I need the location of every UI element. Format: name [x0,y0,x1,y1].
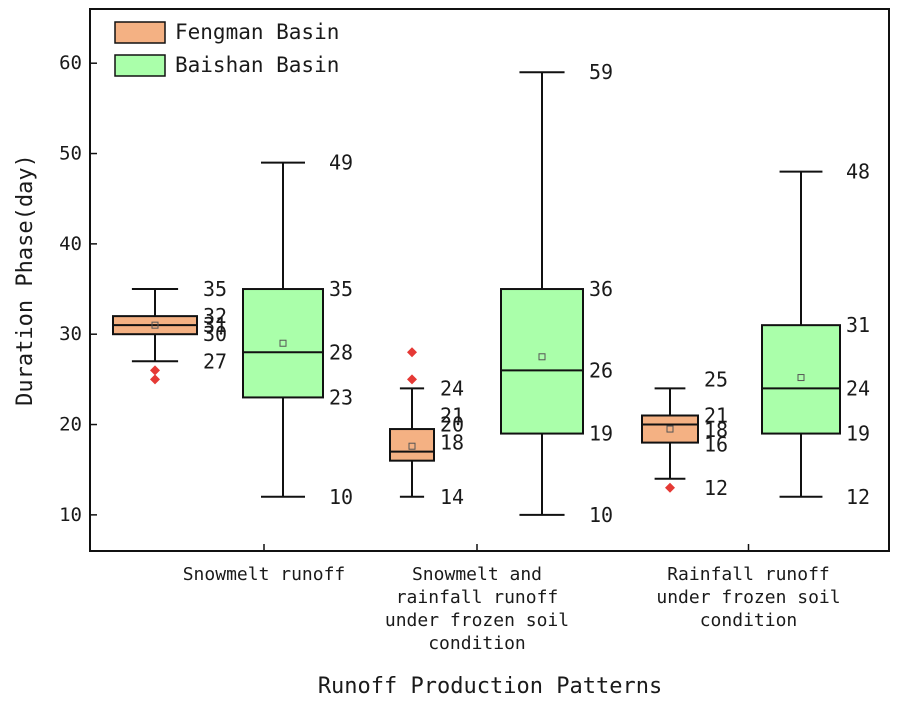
value-label: 59 [589,60,613,84]
value-label: 18 [440,431,464,455]
value-label: 48 [846,160,870,184]
x-category-label: under frozen soil [656,587,840,608]
box-iqr [389,428,435,462]
value-label: 24 [846,376,870,400]
x-category-label: rainfall runoff [396,587,559,608]
value-label: 25 [704,367,728,391]
value-label: 28 [329,340,353,364]
value-label: 21 [704,404,728,428]
value-label: 32 [203,304,227,328]
mean-marker [666,425,674,433]
value-label: 16 [704,432,728,456]
legend-swatch [114,54,166,77]
box-iqr [242,288,324,399]
legend: Fengman Basin Baishan Basin [114,20,339,77]
value-label: 14 [440,485,464,509]
mean-marker [279,339,287,347]
box-iqr [641,414,699,444]
value-label: 19 [846,422,870,446]
value-label: 20 [440,413,464,437]
plot-area: 10 20 30 40 50 60 Snowmelt runoff Snowmelt andr… [59,8,890,654]
x-category-label: Rainfall runoff [667,564,830,585]
value-label: 12 [704,476,728,500]
x-category-label: under frozen soil [385,610,569,631]
box-group: 48 31 24 19 12 [761,160,870,509]
value-label: 36 [589,277,613,301]
outlier-point [407,347,417,358]
value-label: 10 [589,503,613,527]
value-label: 21 [440,404,464,428]
y-tick-label: 40 [59,233,82,255]
outlier-point [150,374,160,385]
value-label: 23 [329,385,353,409]
x-category-label: condition [700,610,798,631]
y-axis-title: Duration Phase(day) [13,154,38,406]
value-label: 10 [329,485,353,509]
legend-swatch [114,21,166,44]
x-category-label: condition [428,633,526,654]
value-label: 12 [846,485,870,509]
x-category-label: Snowmelt runoff [183,564,346,585]
x-axis-title: Runoff Production Patterns [318,674,662,699]
value-label: 30 [203,322,227,346]
y-tick-label: 60 [59,52,82,74]
x-category-label: Snowmelt and [412,564,542,585]
y-tick-label: 20 [59,414,82,436]
mean-marker [797,374,805,382]
y-tick-label: 30 [59,323,82,345]
value-label: 31 [846,313,870,337]
mean-marker [151,321,159,329]
outlier-point [150,365,160,376]
value-label: 27 [203,349,227,373]
outlier-point [665,482,675,493]
mean-marker [538,353,546,361]
legend-label: Baishan Basin [175,53,339,77]
outlier-point [407,374,417,385]
plot-frame [89,8,890,552]
y-tick-label: 10 [59,504,82,526]
value-label: 24 [440,376,464,400]
value-label: 31 [203,313,227,337]
value-label: 19 [589,422,613,446]
legend-label: Fengman Basin [175,20,339,44]
box-iqr [761,324,841,435]
value-label: 35 [329,277,353,301]
box-group: 49 35 28 23 10 [242,151,353,509]
box-iqr [500,288,584,435]
value-label: 49 [329,151,353,175]
mean-marker [408,442,416,450]
y-tick-label: 50 [59,143,82,165]
box-group: 59 36 26 19 10 [500,60,613,527]
value-label: 18 [704,418,728,442]
value-label: 26 [589,358,613,382]
value-label: 35 [203,277,227,301]
